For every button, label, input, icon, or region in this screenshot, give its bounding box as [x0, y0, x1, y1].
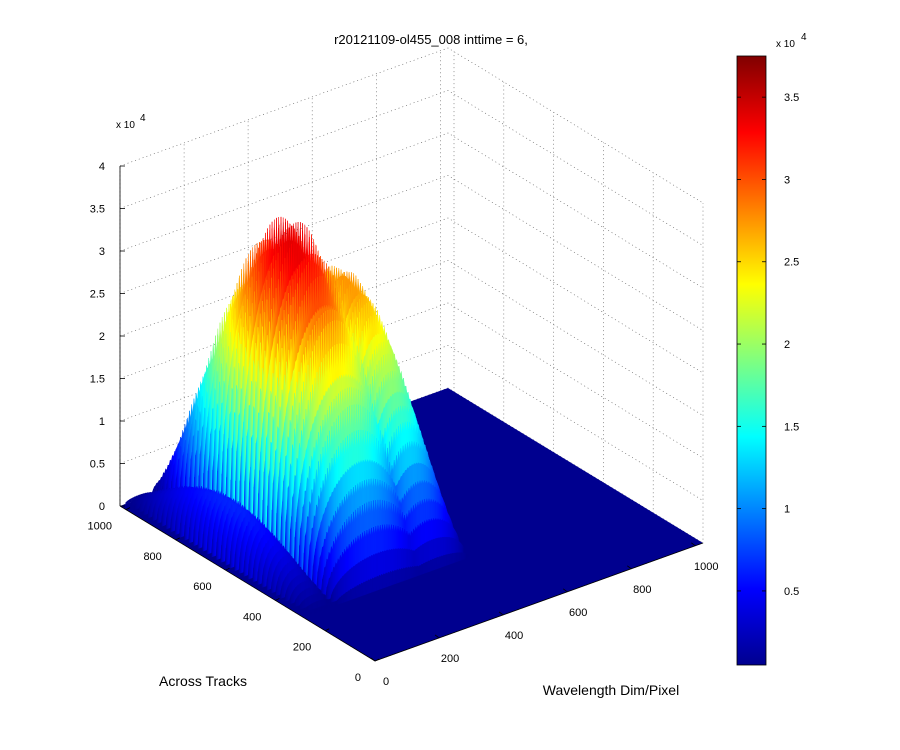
grid-line-z [119, 217, 704, 374]
grid-line-z [119, 132, 704, 289]
grid-line-z [119, 175, 704, 331]
grid-line-z [119, 90, 704, 246]
surface-layer [120, 216, 703, 661]
grid-line-z [119, 47, 704, 204]
